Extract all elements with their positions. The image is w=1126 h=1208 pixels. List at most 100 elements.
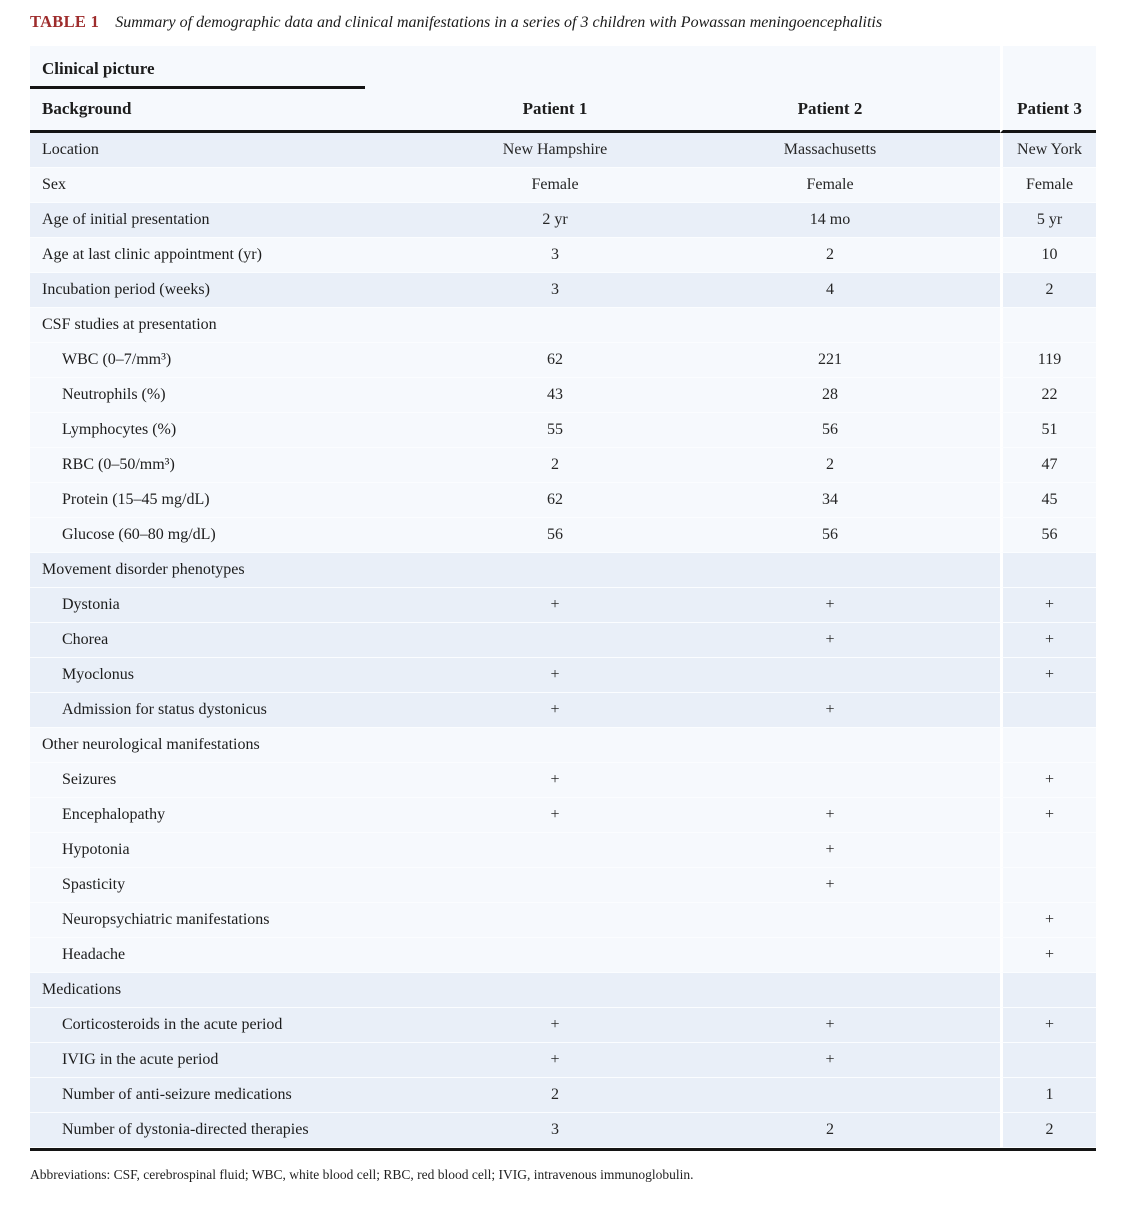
patient-1-value: 2 yr [450, 203, 660, 238]
patient-1-value: + [450, 763, 660, 798]
row-label: Corticosteroids in the acute period [30, 1008, 450, 1043]
row-label: IVIG in the acute period [30, 1043, 450, 1078]
patient-1-value [450, 903, 660, 938]
patient-3-value: 2 [1000, 1113, 1096, 1148]
table-label: TABLE 1 [30, 12, 100, 31]
row-label: WBC (0–7/mm³) [30, 343, 450, 378]
table-row: Number of dystonia-directed therapies 3 2 2 [30, 1113, 1096, 1148]
patient-2-value: 56 [660, 518, 1000, 553]
column-header-row: Background Patient 1 Patient 2 Patient 3 [30, 89, 1096, 133]
table-row: Number of anti-seizure medications 2 1 [30, 1078, 1096, 1113]
patient-3-value: 2 [1000, 273, 1096, 308]
row-label: Lymphocytes (%) [30, 413, 450, 448]
patient-3-value: 45 [1000, 483, 1096, 518]
column-header-background: Background [30, 89, 450, 133]
column-header-patient-1: Patient 1 [450, 89, 660, 133]
row-label: Chorea [30, 623, 450, 658]
patient-3-value [1000, 693, 1096, 728]
patient-1-value: Female [450, 168, 660, 203]
patient-1-value: 43 [450, 378, 660, 413]
row-label: Myoclonus [30, 658, 450, 693]
patient-3-value [1000, 1043, 1096, 1078]
table-row: Corticosteroids in the acute period + + + [30, 1008, 1096, 1043]
group-header-cell: Clinical picture [30, 46, 1000, 89]
patient-1-value [450, 868, 660, 903]
patient-2-value: 56 [660, 413, 1000, 448]
patient-1-value: 56 [450, 518, 660, 553]
patient-3-value: + [1000, 903, 1096, 938]
row-label: Sex [30, 168, 450, 203]
patient-1-value: 3 [450, 273, 660, 308]
patient-3-value [1000, 833, 1096, 868]
table-row: WBC (0–7/mm³) 62 221 119 [30, 343, 1096, 378]
table-caption: TABLE 1 Summary of demographic data and c… [30, 12, 1096, 32]
patient-2-value: + [660, 693, 1000, 728]
caption-text: Summary of demographic data and clinical… [115, 14, 883, 31]
row-label: Encephalopathy [30, 798, 450, 833]
patient-2-value [660, 763, 1000, 798]
section-label: Other neurological manifestations [30, 728, 450, 763]
patient-1-value: New Hampshire [450, 133, 660, 168]
patient-3-value: + [1000, 798, 1096, 833]
patient-2-value [660, 728, 1000, 763]
table-row: Seizures + + [30, 763, 1096, 798]
patient-3-value: 1 [1000, 1078, 1096, 1113]
patient-3-value [1000, 868, 1096, 903]
patient-3-value: 56 [1000, 518, 1096, 553]
patient-2-value [660, 938, 1000, 973]
row-label: Incubation period (weeks) [30, 273, 450, 308]
table-row: RBC (0–50/mm³) 2 2 47 [30, 448, 1096, 483]
row-label: Location [30, 133, 450, 168]
patient-1-value: 2 [450, 448, 660, 483]
patient-3-value: + [1000, 658, 1096, 693]
table-row: Chorea + + [30, 623, 1096, 658]
section-row: CSF studies at presentation [30, 308, 1096, 343]
section-label: Movement disorder phenotypes [30, 553, 450, 588]
patient-2-value [660, 553, 1000, 588]
patient-2-value: + [660, 1043, 1000, 1078]
patient-2-value [660, 903, 1000, 938]
patient-3-value: + [1000, 1008, 1096, 1043]
patient-2-value: 34 [660, 483, 1000, 518]
group-header-row: Clinical picture [30, 46, 1096, 89]
patient-1-value [450, 833, 660, 868]
patient-2-value: + [660, 833, 1000, 868]
table-row: Protein (15–45 mg/dL) 62 34 45 [30, 483, 1096, 518]
table-row: Glucose (60–80 mg/dL) 56 56 56 [30, 518, 1096, 553]
patient-2-value: Female [660, 168, 1000, 203]
patient-3-value [1000, 973, 1096, 1008]
patient-1-value: + [450, 798, 660, 833]
patient-3-value [1000, 553, 1096, 588]
row-label: Neuropsychiatric manifestations [30, 903, 450, 938]
table-body: Location New Hampshire Massachusetts New Yo… [30, 133, 1096, 1148]
patient-2-value: + [660, 623, 1000, 658]
patient-3-value: + [1000, 763, 1096, 798]
patient-3-value: Female [1000, 168, 1096, 203]
patient-1-value: 62 [450, 343, 660, 378]
group-header: Clinical picture [42, 59, 155, 78]
table-row: Age at last clinic appointment (yr) 3 2 10 [30, 238, 1096, 273]
patient-3-value: + [1000, 938, 1096, 973]
patient-3-value [1000, 728, 1096, 763]
section-row: Movement disorder phenotypes [30, 553, 1096, 588]
row-label: Admission for status dystonicus [30, 693, 450, 728]
row-label: Age at last clinic appointment (yr) [30, 238, 450, 273]
row-label: Hypotonia [30, 833, 450, 868]
section-label: CSF studies at presentation [30, 308, 450, 343]
row-label: Protein (15–45 mg/dL) [30, 483, 450, 518]
table-row: Incubation period (weeks) 3 4 2 [30, 273, 1096, 308]
table-row: Sex Female Female Female [30, 168, 1096, 203]
table-row: Dystonia + + + [30, 588, 1096, 623]
table-row: Myoclonus + + [30, 658, 1096, 693]
patient-3-value: 119 [1000, 343, 1096, 378]
patient-1-value: + [450, 588, 660, 623]
table-row: IVIG in the acute period + + [30, 1043, 1096, 1078]
row-label: Seizures [30, 763, 450, 798]
table-row: Age of initial presentation 2 yr 14 mo 5 yr [30, 203, 1096, 238]
column-header-patient-2: Patient 2 [660, 89, 1000, 133]
table-row: Hypotonia + [30, 833, 1096, 868]
patient-2-value: 4 [660, 273, 1000, 308]
patient-1-value [450, 308, 660, 343]
row-label: Headache [30, 938, 450, 973]
patient-2-value [660, 1078, 1000, 1113]
